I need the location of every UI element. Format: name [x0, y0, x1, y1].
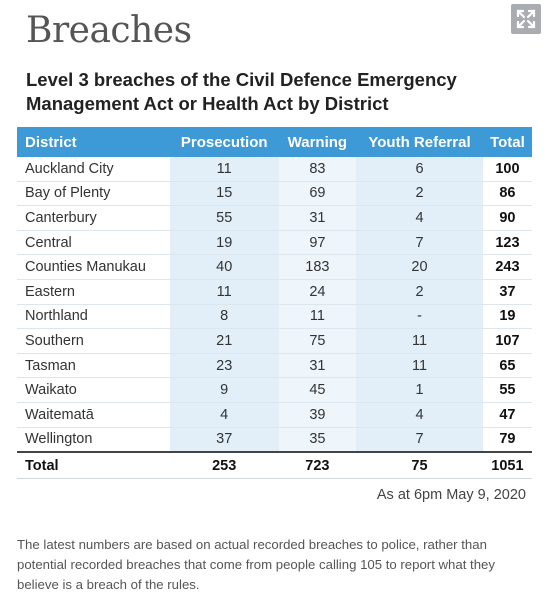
count-cell: 35 [278, 427, 357, 453]
count-cell: 23 [169, 353, 279, 379]
table-row: Southern 21 75 11 107 [17, 328, 532, 354]
count-cell: 183 [278, 254, 357, 280]
count-cell: 55 [482, 377, 532, 403]
count-cell: 69 [278, 181, 357, 207]
count-cell: 4 [356, 205, 483, 231]
count-cell: 90 [482, 205, 532, 231]
count-cell: 40 [169, 254, 279, 280]
total-row: Total 253 723 75 1051 [17, 451, 532, 480]
count-cell: 11 [169, 279, 279, 305]
total-cell: 75 [356, 451, 483, 480]
district-cell: Bay of Plenty [17, 181, 170, 207]
total-label: Total [17, 451, 170, 480]
column-header: Warning [278, 127, 357, 157]
table-row: Bay of Plenty 15 69 2 86 [17, 181, 532, 207]
count-cell: 4 [356, 402, 483, 428]
total-cell: 723 [278, 451, 357, 480]
count-cell: 123 [482, 230, 532, 256]
table-row: Northland 8 11-19 [17, 304, 532, 330]
district-cell: Eastern [17, 279, 170, 305]
count-cell: 107 [482, 328, 532, 354]
subtitle: Level 3 breaches of the Civil Defence Em… [26, 69, 457, 114]
count-cell: 11 [169, 157, 279, 182]
count-cell: 7 [356, 230, 483, 256]
table-row: Auckland City 11 83 6 100 [17, 157, 532, 182]
table-row: Eastern 11 24 2 37 [17, 279, 532, 305]
column-header: Youth Referral [356, 127, 483, 157]
count-cell: 47 [482, 402, 532, 428]
district-cell: Northland [17, 304, 170, 330]
count-cell: - [356, 304, 483, 330]
total-cell: 253 [169, 451, 279, 480]
district-cell: Waikato [17, 377, 170, 403]
count-cell: 9 [169, 377, 279, 403]
count-cell: 19 [169, 230, 279, 256]
total-cell: 1051 [482, 451, 532, 480]
title: Breaches [26, 10, 192, 51]
date-note: As at 6pm May 9, 2020 [376, 487, 526, 503]
expand-icon [516, 9, 536, 29]
count-cell: 79 [482, 427, 532, 453]
count-cell: 11 [356, 353, 483, 379]
column-header: Prosecution [169, 127, 279, 157]
count-cell: 6 [356, 157, 483, 182]
count-cell: 1 [356, 377, 483, 403]
count-cell: 83 [278, 157, 357, 182]
count-cell: 31 [278, 353, 357, 379]
district-cell: Waitematā [17, 402, 170, 428]
table-body: Auckland City 11 83 6 100 Bay of Plenty 15 69 2 8… [17, 157, 532, 480]
count-cell: 86 [482, 181, 532, 207]
district-cell: Counties Manukau [17, 254, 170, 280]
count-cell: 19 [482, 304, 532, 330]
table-row: Waikato 9 45 1 55 [17, 377, 532, 403]
header-row: District Prosecution Warning Youth Referral… [17, 127, 532, 157]
count-cell: 11 [356, 328, 483, 354]
count-cell: 21 [169, 328, 279, 354]
count-cell: 39 [278, 402, 357, 428]
count-cell: 65 [482, 353, 532, 379]
count-cell: 2 [356, 279, 483, 305]
breaches-table: District Prosecution Warning Youth Referral… [17, 127, 532, 480]
table-row: Counties Manukau 40 183 20 243 [17, 254, 532, 280]
count-cell: 7 [356, 427, 483, 453]
count-cell: 55 [169, 205, 279, 231]
count-cell: 15 [169, 181, 279, 207]
count-cell: 2 [356, 181, 483, 207]
count-cell: 24 [278, 279, 357, 305]
column-header: Total [482, 127, 532, 157]
district-cell: Wellington [17, 427, 170, 453]
district-cell: Central [17, 230, 170, 256]
district-cell: Southern [17, 328, 170, 354]
count-cell: 97 [278, 230, 357, 256]
table-row: Wellington 37 35 7 79 [17, 427, 532, 453]
count-cell: 37 [482, 279, 532, 305]
count-cell: 45 [278, 377, 357, 403]
column-header: District [17, 127, 170, 157]
table-row: Tasman 23 31 11 65 [17, 353, 532, 379]
expand-button[interactable] [511, 4, 541, 34]
table-row: Canterbury 55 31 4 90 [17, 205, 532, 231]
count-cell: 75 [278, 328, 357, 354]
count-cell: 100 [482, 157, 532, 182]
footnote: The latest numbers are based on actual r… [17, 537, 495, 592]
count-cell: 20 [356, 254, 483, 280]
count-cell: 4 [169, 402, 279, 428]
district-cell: Canterbury [17, 205, 170, 231]
district-cell: Auckland City [17, 157, 170, 182]
table-row: Waitematā 4 39 4 47 [17, 402, 532, 428]
count-cell: 31 [278, 205, 357, 231]
count-cell: 243 [482, 254, 532, 280]
table-row: Central 19 97 7 123 [17, 230, 532, 256]
count-cell: 11 [278, 304, 357, 330]
count-cell: 8 [169, 304, 279, 330]
district-cell: Tasman [17, 353, 170, 379]
count-cell: 37 [169, 427, 279, 453]
